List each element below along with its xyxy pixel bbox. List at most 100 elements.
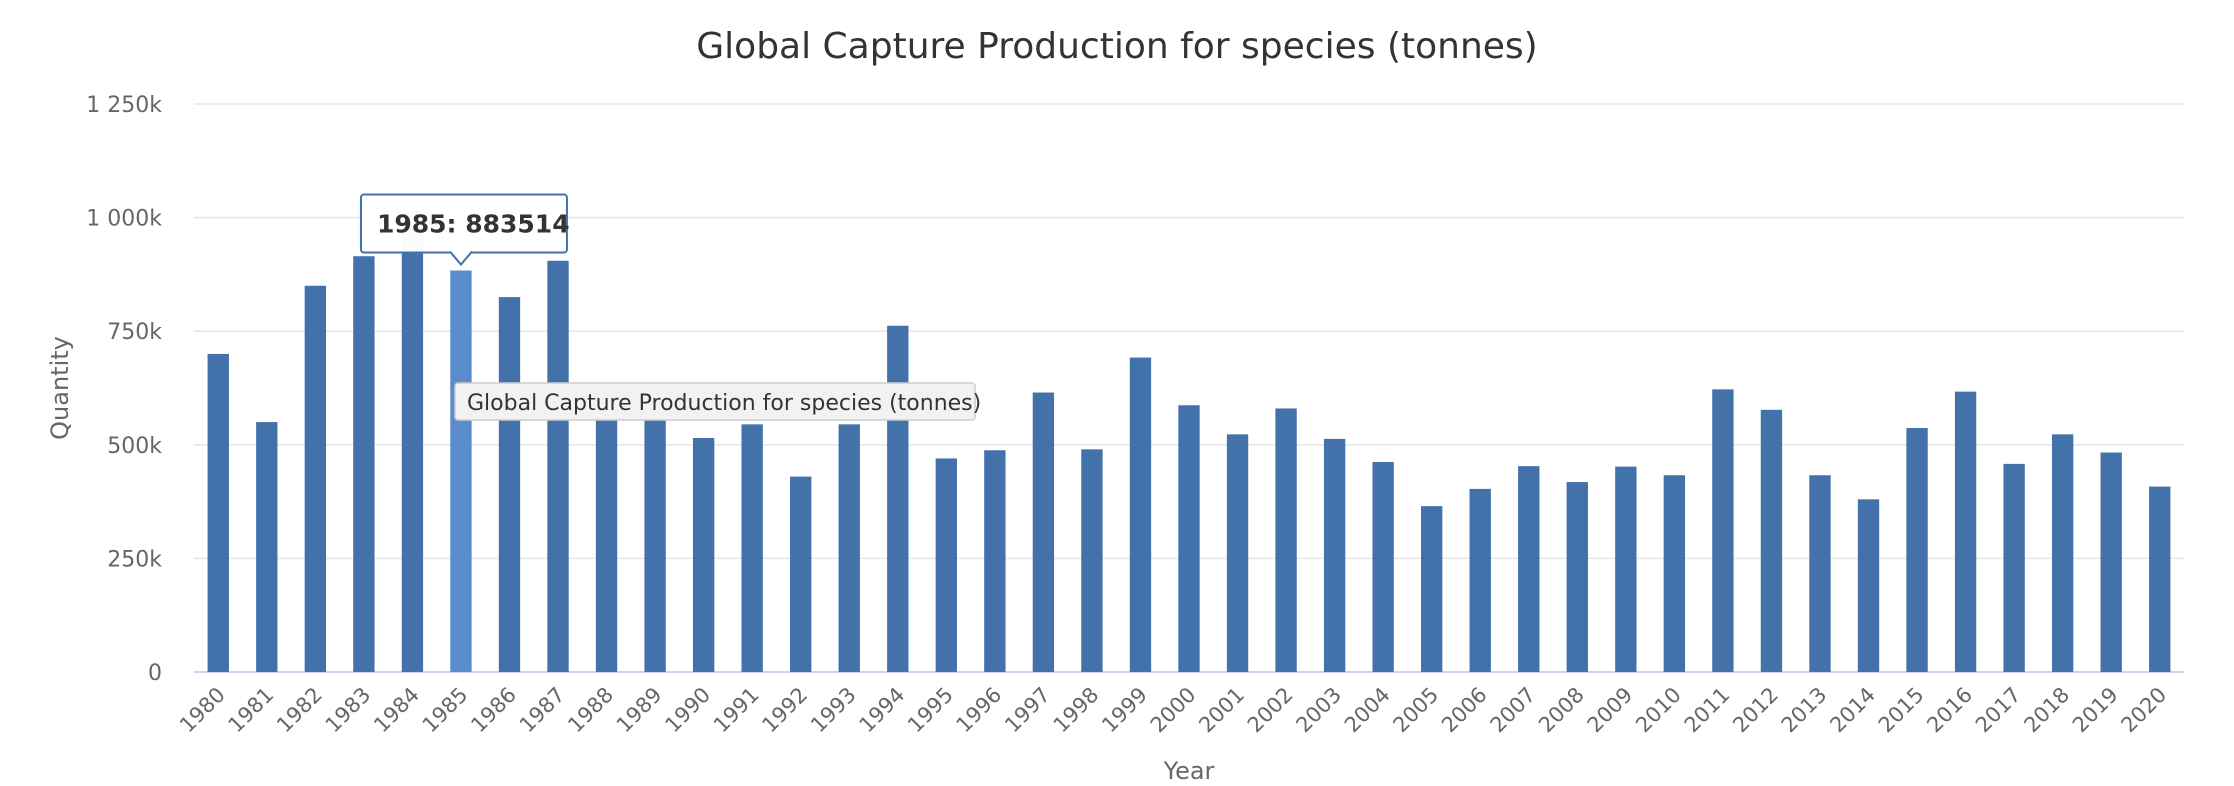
x-tick-label: 2004 xyxy=(1340,683,1395,738)
x-tick-label: 1997 xyxy=(1000,683,1055,738)
x-tick-label: 1996 xyxy=(952,683,1007,738)
bar-1992[interactable] xyxy=(790,476,812,672)
x-tick-label: 1986 xyxy=(466,683,521,738)
bar-1994[interactable] xyxy=(887,325,909,672)
bar-2016[interactable] xyxy=(1954,391,1977,672)
series-hover-label-text: Global Capture Production for species (t… xyxy=(467,391,981,416)
bar-1995[interactable] xyxy=(935,458,957,672)
x-tick-label: 2014 xyxy=(1825,683,1880,738)
tooltip-pointer xyxy=(449,250,473,267)
bar-1987[interactable] xyxy=(547,260,569,672)
x-tick-label: 2008 xyxy=(1534,683,1589,738)
bar-1997[interactable] xyxy=(1032,392,1055,672)
bar-1999[interactable] xyxy=(1129,357,1152,672)
y-axis-title: Quantity xyxy=(46,336,74,440)
x-tick-label: 1980 xyxy=(175,683,230,738)
chart-title: Global Capture Production for species (t… xyxy=(696,26,1537,67)
x-tick-label: 2020 xyxy=(2116,683,2171,738)
bar-1985[interactable] xyxy=(450,270,472,672)
x-tick-label: 2011 xyxy=(1680,683,1735,738)
x-tick-label: 2006 xyxy=(1437,683,1492,738)
x-tick-label: 2018 xyxy=(2019,683,2074,738)
bar-2008[interactable] xyxy=(1566,482,1588,672)
x-tick-label: 2017 xyxy=(1971,683,2026,738)
bar-1991[interactable] xyxy=(741,424,763,672)
bar-1980[interactable] xyxy=(207,353,229,672)
bar-1986[interactable] xyxy=(498,297,521,672)
x-tick-label: 2000 xyxy=(1146,683,1201,738)
bar-1981[interactable] xyxy=(256,422,278,672)
x-tick-label: 2012 xyxy=(1728,683,1783,738)
x-tick-label: 2003 xyxy=(1291,683,1346,738)
y-tick-label: 1 250k xyxy=(86,93,162,118)
bar-2014[interactable] xyxy=(1857,499,1880,672)
x-tick-label: 1991 xyxy=(709,683,764,738)
bar-2007[interactable] xyxy=(1518,466,1540,672)
bar-2009[interactable] xyxy=(1615,466,1637,672)
x-tick-label: 1987 xyxy=(515,683,570,738)
x-tick-label: 1990 xyxy=(660,683,715,738)
bar-2015[interactable] xyxy=(1906,427,1928,672)
bar-1984[interactable] xyxy=(401,224,424,672)
bar-2010[interactable] xyxy=(1663,475,1686,672)
y-tick-label: 1 000k xyxy=(86,207,162,232)
bar-1990[interactable] xyxy=(692,437,715,672)
x-tick-label: 2016 xyxy=(1922,683,1977,738)
bar-1982[interactable] xyxy=(304,285,327,672)
x-tick-label: 1984 xyxy=(369,683,424,738)
x-tick-label: 1992 xyxy=(757,683,812,738)
bar-2004[interactable] xyxy=(1372,462,1394,672)
series-hover-label-box xyxy=(454,382,976,421)
x-tick-label: 1985 xyxy=(418,683,473,738)
y-tick-label: 750k xyxy=(107,320,162,345)
bar-1998[interactable] xyxy=(1081,449,1103,672)
x-tick-label: 2015 xyxy=(1874,683,1929,738)
x-tick-label: 1993 xyxy=(806,683,861,738)
bar-2001[interactable] xyxy=(1226,434,1249,672)
x-tick-label: 2001 xyxy=(1194,683,1249,738)
x-tick-label: 1995 xyxy=(903,683,958,738)
bar-2003[interactable] xyxy=(1323,438,1346,672)
y-tick-label: 0 xyxy=(148,661,162,686)
bar-1983[interactable] xyxy=(353,256,375,672)
bar-2017[interactable] xyxy=(2003,463,2025,672)
bar-1989[interactable] xyxy=(644,412,666,672)
x-tick-label: 2009 xyxy=(1583,683,1638,738)
x-tick-label: 1994 xyxy=(855,683,910,738)
x-tick-label: 2013 xyxy=(1777,683,1832,738)
x-tick-label: 1982 xyxy=(272,683,327,738)
y-tick-label: 500k xyxy=(107,434,162,459)
x-tick-label: 1989 xyxy=(612,683,667,738)
x-tick-label: 2002 xyxy=(1243,683,1298,738)
bars[interactable] xyxy=(207,224,2171,672)
x-tick-label: 1983 xyxy=(321,683,376,738)
bar-2005[interactable] xyxy=(1421,506,1443,672)
x-tick-label: 1999 xyxy=(1097,683,1152,738)
bar-2013[interactable] xyxy=(1809,475,1831,672)
bar-2020[interactable] xyxy=(2149,486,2171,672)
x-tick-label: 2010 xyxy=(1631,683,1686,738)
bar-2011[interactable] xyxy=(1712,389,1734,672)
bar-1988[interactable] xyxy=(595,403,618,672)
x-tick-label: 1981 xyxy=(224,683,279,738)
bar-1993[interactable] xyxy=(838,424,860,672)
x-tick-label: 2007 xyxy=(1486,683,1541,738)
x-tick-label: 2019 xyxy=(2068,683,2123,738)
x-tick-label: 1988 xyxy=(563,683,618,738)
x-axis-title: Year xyxy=(1163,757,1215,785)
bar-2018[interactable] xyxy=(2051,434,2074,672)
y-tick-label: 250k xyxy=(107,547,162,572)
series-hover-label: Global Capture Production for species (t… xyxy=(454,382,981,421)
bar-2019[interactable] xyxy=(2100,452,2122,672)
bar-2006[interactable] xyxy=(1469,488,1491,672)
bar-2000[interactable] xyxy=(1178,405,1200,672)
tooltip: 1985: 883514 xyxy=(359,193,570,267)
tooltip-text: 1985: 883514 xyxy=(377,210,570,239)
bar-1996[interactable] xyxy=(984,450,1006,672)
bar-2002[interactable] xyxy=(1275,408,1297,672)
y-axis-ticks: 0 250k 500k 750k 1 000k 1 250k xyxy=(86,93,162,686)
bar-2012[interactable] xyxy=(1760,409,1783,672)
x-axis-ticks: 1980198119821983198419851986198719881989… xyxy=(175,683,2171,738)
